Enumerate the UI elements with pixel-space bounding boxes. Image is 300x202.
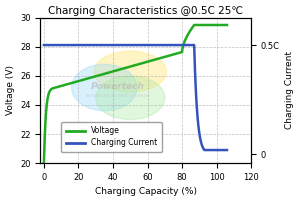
Legend: Voltage, Charging Current: Voltage, Charging Current bbox=[61, 122, 162, 152]
Text: Powertech: Powertech bbox=[91, 82, 145, 90]
Ellipse shape bbox=[94, 51, 166, 92]
X-axis label: Charging Capacity (%): Charging Capacity (%) bbox=[95, 187, 197, 196]
Ellipse shape bbox=[96, 76, 165, 120]
Title: Charging Characteristics @0.5C 25℃: Charging Characteristics @0.5C 25℃ bbox=[48, 6, 243, 16]
Y-axis label: Charging Current: Charging Current bbox=[285, 52, 294, 129]
Ellipse shape bbox=[71, 64, 137, 111]
Y-axis label: Voltage (V): Voltage (V) bbox=[6, 65, 15, 116]
Text: ADVANCED POWER STORAGE: ADVANCED POWER STORAGE bbox=[86, 94, 150, 98]
